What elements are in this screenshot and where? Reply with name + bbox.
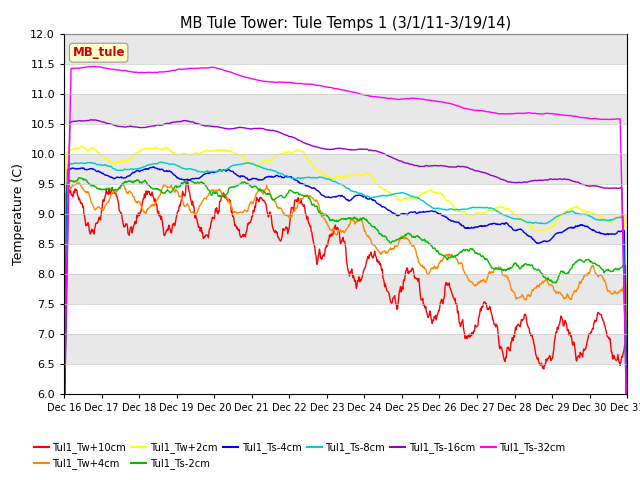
Tul1_Tw+2cm: [165, 147, 173, 153]
Line: Tul1_Ts-4cm: Tul1_Ts-4cm: [64, 167, 627, 462]
Tul1_Ts-8cm: [596, 217, 604, 223]
Tul1_Ts-2cm: [294, 191, 302, 196]
Legend: Tul1_Tw+10cm, Tul1_Tw+4cm, Tul1_Tw+2cm, Tul1_Ts-2cm, Tul1_Ts-4cm, Tul1_Ts-8cm, T: Tul1_Tw+10cm, Tul1_Tw+4cm, Tul1_Tw+2cm, …: [29, 438, 570, 473]
Tul1_Ts-32cm: [165, 69, 173, 74]
Tul1_Ts-2cm: [392, 237, 400, 242]
Tul1_Ts-16cm: [605, 185, 612, 191]
Line: Tul1_Ts-16cm: Tul1_Ts-16cm: [64, 120, 627, 442]
Tul1_Ts-32cm: [596, 116, 604, 122]
Tul1_Tw+4cm: [294, 200, 302, 206]
Tul1_Tw+2cm: [596, 213, 604, 218]
Tul1_Ts-8cm: [87, 159, 95, 165]
Tul1_Ts-2cm: [75, 175, 83, 180]
Tul1_Ts-8cm: [165, 161, 173, 167]
Tul1_Tw+4cm: [596, 273, 604, 278]
Tul1_Ts-8cm: [605, 217, 612, 223]
Line: Tul1_Ts-2cm: Tul1_Ts-2cm: [64, 178, 627, 468]
Tul1_Tw+10cm: [60, 477, 68, 480]
Bar: [64, 94, 627, 123]
Tul1_Ts-32cm: [605, 117, 612, 122]
Tul1_Tw+10cm: [605, 335, 612, 341]
Tul1_Tw+4cm: [392, 243, 400, 249]
Tul1_Ts-4cm: [623, 445, 631, 451]
Tul1_Ts-16cm: [88, 117, 95, 123]
Tul1_Tw+4cm: [74, 180, 81, 185]
Tul1_Ts-2cm: [88, 183, 95, 189]
Tul1_Ts-4cm: [150, 164, 157, 170]
Tul1_Tw+10cm: [164, 224, 172, 229]
Tul1_Tw+4cm: [165, 184, 173, 190]
Tul1_Tw+10cm: [184, 180, 192, 185]
Tul1_Ts-4cm: [60, 459, 68, 465]
Tul1_Ts-4cm: [392, 212, 400, 218]
Tul1_Tw+4cm: [88, 200, 95, 206]
Tul1_Ts-32cm: [623, 420, 631, 426]
Line: Tul1_Tw+4cm: Tul1_Tw+4cm: [64, 182, 627, 475]
Line: Tul1_Ts-8cm: Tul1_Ts-8cm: [64, 162, 627, 467]
Tul1_Ts-4cm: [605, 232, 612, 238]
Tul1_Tw+4cm: [60, 472, 68, 478]
Tul1_Ts-32cm: [60, 395, 68, 400]
Tul1_Ts-32cm: [90, 63, 97, 69]
Tul1_Ts-8cm: [294, 175, 302, 180]
Text: MB_tule: MB_tule: [72, 46, 125, 59]
Tul1_Tw+2cm: [78, 143, 86, 149]
Tul1_Tw+4cm: [605, 288, 612, 294]
Title: MB Tule Tower: Tule Temps 1 (3/1/11-3/19/14): MB Tule Tower: Tule Temps 1 (3/1/11-3/19…: [180, 16, 511, 31]
Tul1_Ts-2cm: [60, 466, 68, 471]
Tul1_Tw+2cm: [60, 451, 68, 456]
Tul1_Tw+10cm: [294, 195, 302, 201]
Tul1_Ts-16cm: [623, 439, 631, 445]
Tul1_Tw+10cm: [596, 312, 604, 317]
Y-axis label: Temperature (C): Temperature (C): [12, 163, 25, 264]
Tul1_Tw+2cm: [294, 147, 302, 153]
Tul1_Ts-16cm: [60, 435, 68, 441]
Line: Tul1_Tw+2cm: Tul1_Tw+2cm: [64, 146, 627, 454]
Bar: [64, 274, 627, 303]
Tul1_Ts-4cm: [87, 166, 95, 172]
Tul1_Tw+2cm: [392, 194, 400, 200]
Tul1_Ts-4cm: [165, 168, 173, 174]
Tul1_Ts-8cm: [392, 191, 400, 196]
Tul1_Tw+2cm: [88, 144, 95, 150]
Tul1_Ts-2cm: [596, 263, 604, 269]
Tul1_Tw+4cm: [623, 439, 631, 444]
Tul1_Ts-4cm: [596, 229, 604, 235]
Tul1_Ts-2cm: [623, 445, 631, 451]
Tul1_Ts-8cm: [623, 464, 631, 469]
Bar: [64, 334, 627, 364]
Tul1_Ts-16cm: [294, 137, 302, 143]
Tul1_Ts-8cm: [60, 436, 68, 442]
Tul1_Tw+10cm: [87, 229, 95, 235]
Tul1_Tw+10cm: [392, 302, 400, 308]
Tul1_Ts-32cm: [392, 96, 400, 102]
Bar: [64, 214, 627, 243]
Tul1_Ts-2cm: [165, 189, 173, 194]
Line: Tul1_Ts-32cm: Tul1_Ts-32cm: [64, 66, 627, 423]
Tul1_Ts-8cm: [157, 159, 164, 165]
Tul1_Ts-4cm: [294, 180, 302, 185]
Bar: [64, 154, 627, 183]
Tul1_Ts-32cm: [87, 64, 95, 70]
Tul1_Ts-16cm: [596, 184, 604, 190]
Tul1_Ts-16cm: [165, 120, 173, 126]
Tul1_Ts-16cm: [87, 117, 95, 122]
Tul1_Tw+2cm: [623, 427, 631, 433]
Tul1_Ts-32cm: [294, 81, 302, 86]
Bar: [64, 34, 627, 63]
Tul1_Ts-2cm: [605, 267, 612, 273]
Tul1_Tw+10cm: [623, 440, 631, 445]
Tul1_Ts-16cm: [392, 156, 400, 162]
Line: Tul1_Tw+10cm: Tul1_Tw+10cm: [64, 182, 627, 480]
Tul1_Tw+2cm: [605, 219, 612, 225]
